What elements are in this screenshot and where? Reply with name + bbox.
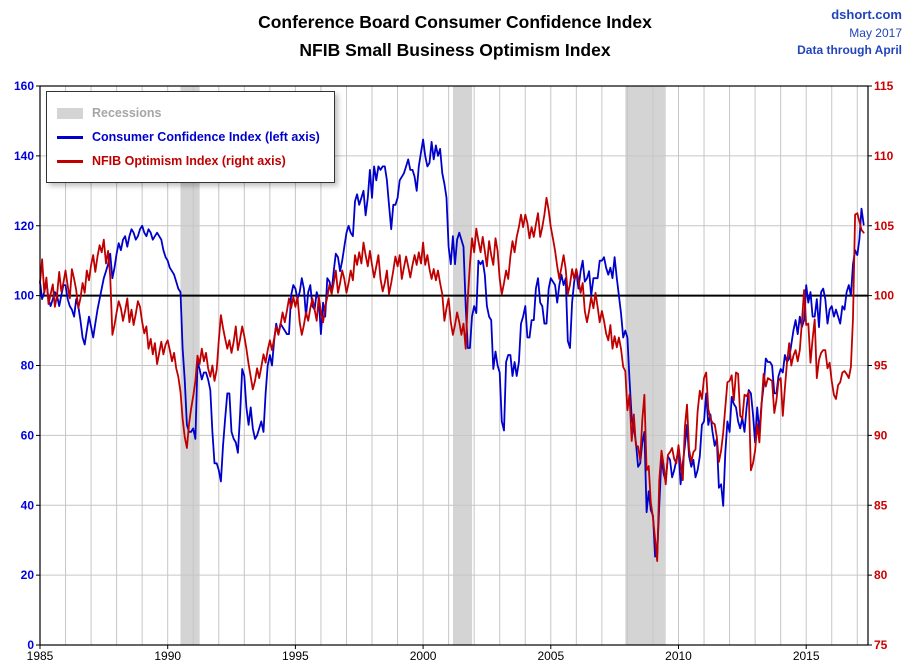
left-axis-tick-label: 120 <box>14 219 34 233</box>
legend-label-recessions: Recessions <box>92 106 162 120</box>
source-site-label: dshort.com <box>831 7 902 22</box>
source-block: dshort.com May 2017 Data through April <box>797 6 902 60</box>
x-axis-tick-label: 2000 <box>410 649 437 661</box>
legend-row-nfib: NFIB Optimism Index (right axis) <box>57 149 320 173</box>
chart-legend: Recessions Consumer Confidence Index (le… <box>46 91 335 183</box>
right-axis-tick-label: 110 <box>874 149 894 163</box>
right-axis-tick-label: 90 <box>874 428 888 442</box>
x-axis-tick-label: 2005 <box>537 649 564 661</box>
cci-series-line <box>39 138 865 558</box>
left-axis-tick-label: 0 <box>27 638 34 652</box>
x-axis-tick-label: 2015 <box>793 649 820 661</box>
x-axis-tick-label: 2010 <box>665 649 692 661</box>
left-axis-tick-label: 80 <box>21 359 35 373</box>
legend-label-cci: Consumer Confidence Index (left axis) <box>92 130 320 144</box>
left-axis-tick-label: 40 <box>21 498 35 512</box>
chart-title-block: Conference Board Consumer Confidence Ind… <box>0 8 910 64</box>
legend-row-recessions: Recessions <box>57 101 320 125</box>
right-axis-tick-label: 75 <box>874 638 888 652</box>
cci-line-swatch <box>57 135 83 139</box>
x-axis-tick-label: 1985 <box>27 649 54 661</box>
right-axis-tick-label: 85 <box>874 498 888 512</box>
right-axis-tick-label: 105 <box>874 219 894 233</box>
right-axis-tick-label: 115 <box>874 79 894 93</box>
right-axis-tick-label: 100 <box>874 289 894 303</box>
nfib-line-swatch <box>57 159 83 163</box>
left-axis-tick-label: 140 <box>14 149 34 163</box>
legend-label-nfib: NFIB Optimism Index (right axis) <box>92 154 286 168</box>
left-axis-tick-label: 20 <box>21 568 35 582</box>
right-axis-tick-label: 95 <box>874 359 888 373</box>
source-note-label: Data through April <box>797 43 902 58</box>
x-axis-tick-label: 1990 <box>154 649 181 661</box>
left-axis-tick-label: 100 <box>14 289 34 303</box>
chart-title-line1: Conference Board Consumer Confidence Ind… <box>258 12 652 32</box>
source-date-label: May 2017 <box>849 25 902 40</box>
legend-row-cci: Consumer Confidence Index (left axis) <box>57 125 320 149</box>
left-axis-tick-label: 160 <box>14 79 34 93</box>
x-axis-tick-label: 1995 <box>282 649 309 661</box>
nfib-series-line <box>39 196 865 562</box>
left-axis-tick-label: 60 <box>21 428 35 442</box>
right-axis-tick-label: 80 <box>874 568 888 582</box>
chart-title-line2: NFIB Small Business Optimism Index <box>299 40 611 60</box>
recession-swatch <box>57 107 83 119</box>
